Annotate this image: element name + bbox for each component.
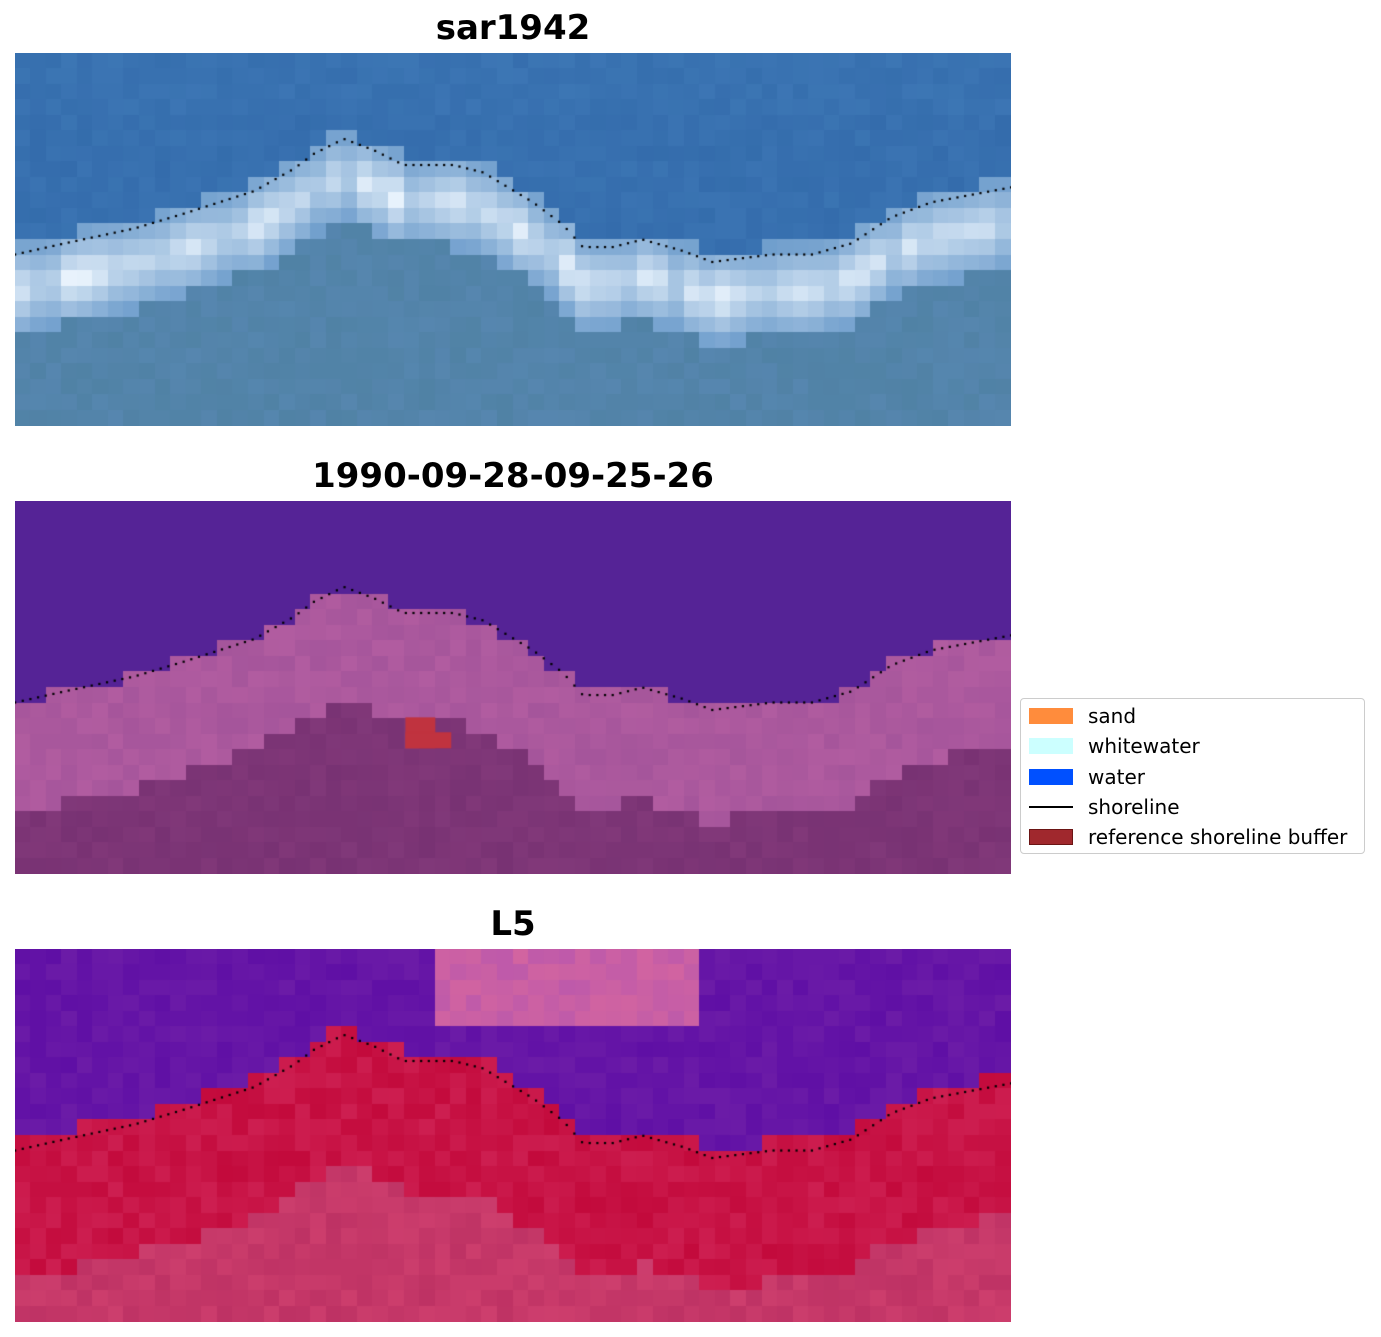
legend-item-sand: sand [1029, 704, 1136, 728]
legend-item-reference-buffer: reference shoreline buffer [1029, 825, 1347, 849]
legend-label: shoreline [1088, 795, 1180, 819]
panel-title-sar: sar1942 [435, 8, 591, 48]
sar-image-panel [15, 53, 1011, 426]
legend: sand whitewater water shoreline referenc… [1020, 698, 1365, 854]
whitewater-swatch-icon [1029, 738, 1073, 754]
sand-swatch-icon [1029, 708, 1073, 724]
panel-title-classified: 1990-09-28-09-25-26 [312, 456, 714, 496]
panel-title-l5: L5 [490, 904, 536, 944]
shoreline-line-icon [1029, 806, 1073, 808]
water-swatch-icon [1029, 769, 1073, 785]
legend-item-shoreline: shoreline [1029, 795, 1180, 819]
legend-label: sand [1088, 704, 1137, 728]
reference-buffer-swatch-icon [1029, 829, 1073, 845]
legend-label: whitewater [1088, 734, 1200, 758]
legend-label: water [1088, 765, 1145, 789]
legend-item-water: water [1029, 765, 1145, 789]
legend-label: reference shoreline buffer [1088, 825, 1348, 849]
classified-image-panel [15, 501, 1011, 874]
l5-image-panel [15, 949, 1011, 1322]
legend-item-whitewater: whitewater [1029, 734, 1200, 758]
